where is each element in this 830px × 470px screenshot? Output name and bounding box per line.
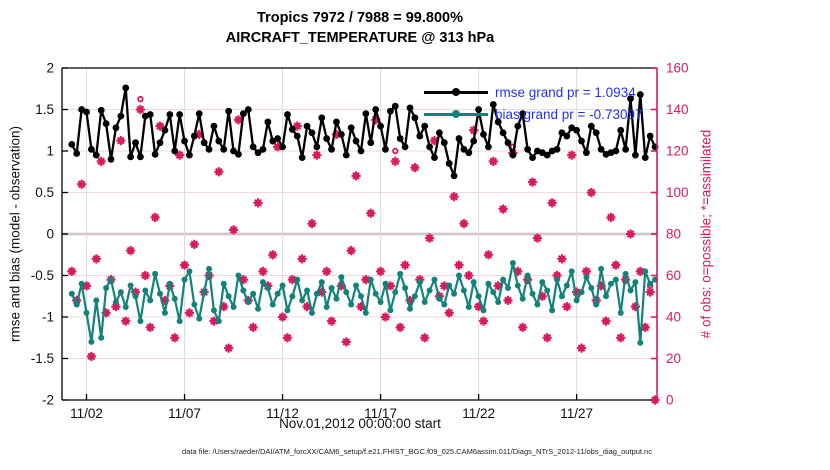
y-axis-left-ticks: 2 1.5 1 0.5 0 -0.5 -1 -1.5 -2 — [31, 61, 68, 408]
legend-item-rmse: rmse grand pr = 1.0934 — [424, 81, 642, 103]
svg-text:11/12: 11/12 — [266, 406, 299, 421]
svg-text:160: 160 — [666, 61, 689, 76]
y-axis-right-label: # of obs: o=possible; *=assimilated — [698, 129, 714, 339]
svg-text:1.5: 1.5 — [35, 102, 54, 117]
rmse-line-swatch-icon — [424, 87, 488, 97]
svg-text:-0.5: -0.5 — [31, 268, 54, 283]
legend-rmse-label: rmse grand pr = 1.0934 — [495, 84, 636, 100]
svg-text:80: 80 — [666, 227, 681, 242]
x-axis-label: Nov.01,2012 00:00:00 start — [279, 416, 441, 431]
svg-text:-1.5: -1.5 — [31, 351, 54, 366]
svg-text:11/02: 11/02 — [70, 406, 103, 421]
svg-text:-2: -2 — [42, 393, 54, 408]
chart-title: Tropics 7972 / 7988 = 99.800% — [257, 10, 463, 26]
svg-text:0: 0 — [46, 227, 54, 242]
svg-text:140: 140 — [666, 102, 689, 117]
svg-text:11/27: 11/27 — [560, 406, 593, 421]
chart-subtitle: AIRCRAFT_TEMPERATURE @ 313 hPa — [225, 30, 495, 46]
svg-text:11/17: 11/17 — [364, 406, 397, 421]
svg-text:-1: -1 — [42, 310, 54, 325]
y-axis-right-ticks: 160 140 120 100 80 60 40 20 0 — [651, 61, 689, 408]
svg-text:20: 20 — [666, 351, 681, 366]
x-axis-ticks: 11/02 11/07 11/12 11/17 11/22 11/27 — [70, 394, 593, 421]
bias-series — [68, 260, 659, 346]
svg-text:11/22: 11/22 — [462, 406, 495, 421]
title-block: Tropics 7972 / 7988 = 99.800% AIRCRAFT_T… — [226, 8, 494, 48]
svg-text:1: 1 — [46, 144, 54, 159]
svg-text:60: 60 — [666, 268, 681, 283]
legend: rmse grand pr = 1.0934 bias grand pr = -… — [424, 81, 642, 125]
svg-text:40: 40 — [666, 310, 681, 325]
rmse-series — [68, 84, 659, 180]
svg-text:2: 2 — [46, 61, 54, 76]
legend-item-bias: bias grand pr = -0.73097 — [424, 103, 642, 125]
svg-text:0: 0 — [666, 393, 674, 408]
svg-text:120: 120 — [666, 144, 689, 159]
svg-text:100: 100 — [666, 185, 689, 200]
svg-text:0.5: 0.5 — [35, 185, 54, 200]
svg-text:11/07: 11/07 — [168, 406, 201, 421]
y-axis-left-label: rmse and bias (model - observation) — [7, 125, 23, 343]
legend-bias-label: bias grand pr = -0.73097 — [495, 106, 643, 122]
datafile-path: data file: /Users/raeder/DAI/ATM_forcXX/… — [182, 447, 652, 456]
bias-line-swatch-icon — [424, 109, 488, 119]
